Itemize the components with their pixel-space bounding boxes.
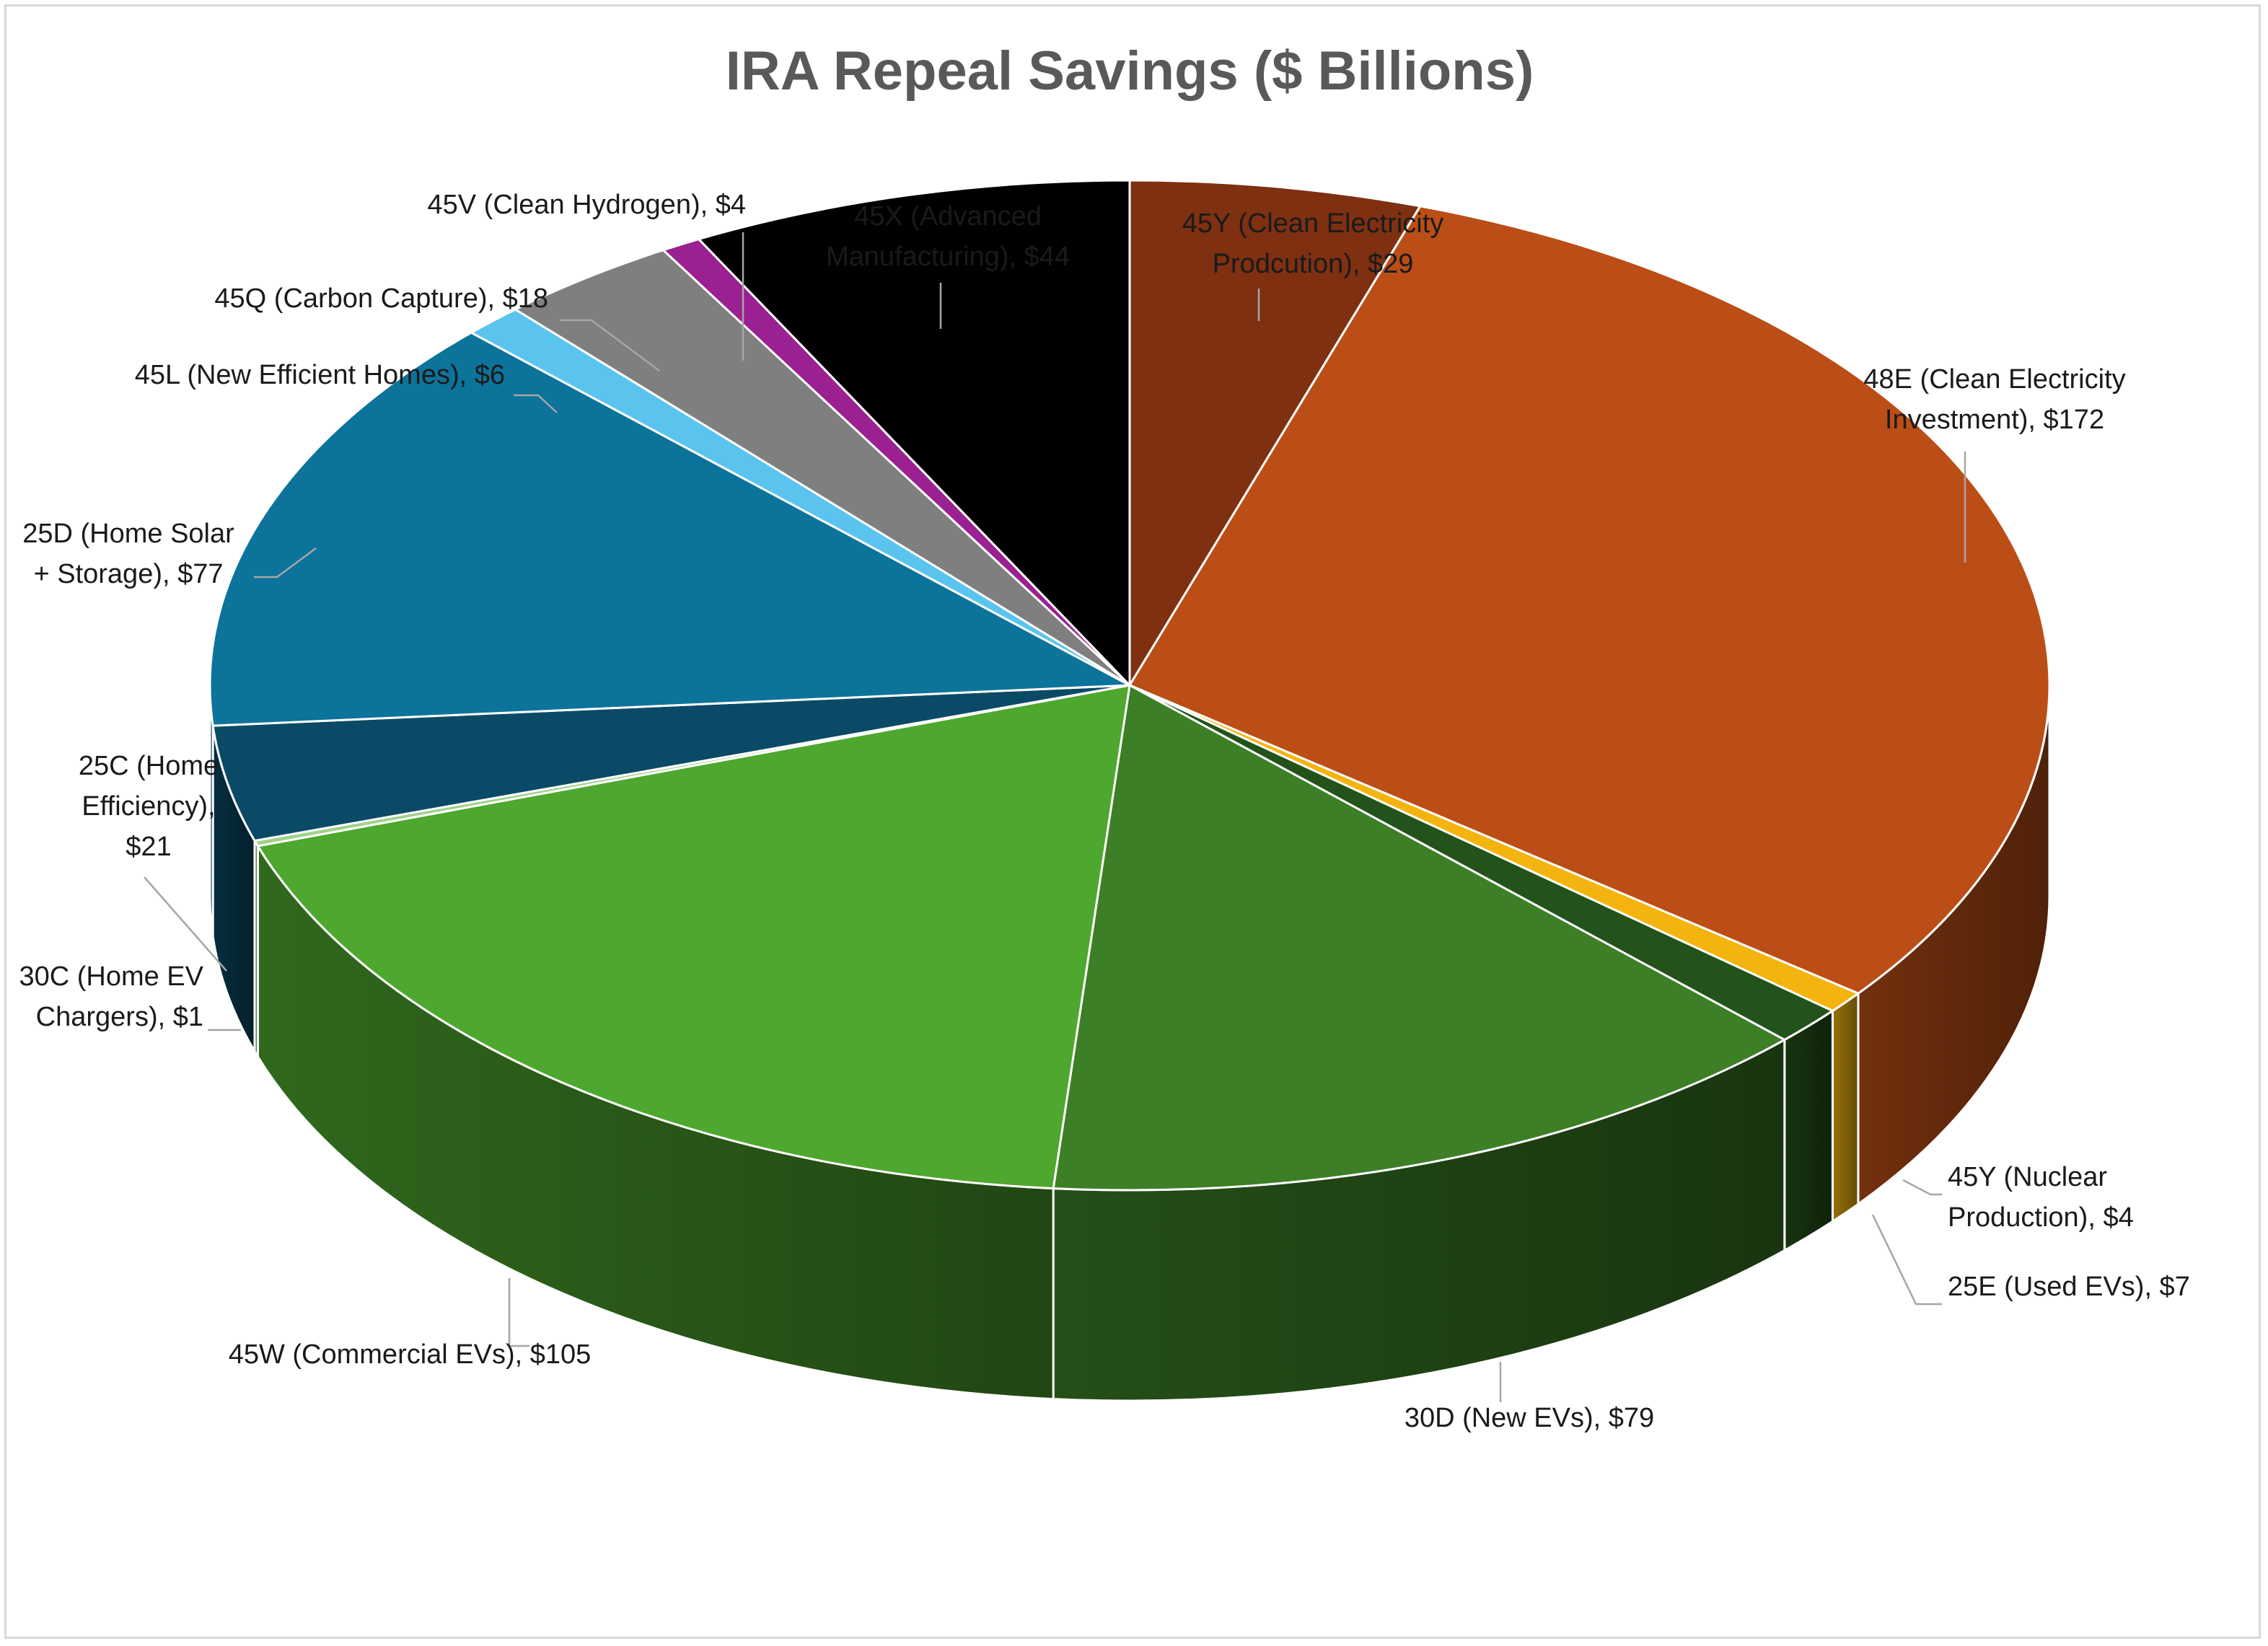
slice-45w-commercial-evs [256, 684, 1131, 1190]
data-label-30d-new-evs: 30D (New EVs), $79 [1405, 1403, 1654, 1433]
leader-line-45y-nuclear-production [1902, 1179, 1942, 1196]
slice-45q-carbon-capture [514, 249, 1131, 687]
slice-labels: 45Y (Clean Electricity Prodcution), $29 48… [19, 190, 2189, 1433]
slice-25c-home-efficiency [211, 684, 1131, 842]
data-label-45v-clean-hydrogen: 45V (Clean Hydrogen), $4 [428, 190, 746, 220]
data-label-45x-advanced-manufacturing: 45X (Advanced Manufacturing), $44 [826, 201, 1070, 272]
leader-line-25c-home-efficiency [144, 876, 227, 972]
data-label-25e-used-evs: 25E (Used EVs), $7 [1948, 1272, 2190, 1302]
side-wall-45y-nuclear-production [1831, 991, 1860, 1224]
leader-line-45l-new-efficient-homes [514, 394, 558, 413]
data-label-25d-home-solar-storage: 25D (Home Solar + Storage), $77 [22, 519, 234, 589]
data-label-25c-home-efficiency: 25C (Home Efficiency), $21 [79, 751, 219, 862]
leader-line-45w-commercial-evs [508, 1278, 529, 1347]
leader-line-25e-used-evs [1871, 1214, 1942, 1306]
data-label-30c-home-ev-chargers: 30C (Home EV Chargers), $1 [19, 961, 203, 1032]
side-wall-25e-used-evs [1783, 1008, 1834, 1253]
slice-30d-new-evs [1052, 684, 1786, 1192]
leader-line-45q-carbon-capture [560, 319, 660, 372]
pie-top-faces [208, 179, 2051, 1192]
slice-48e-clean-electricity-investment [1128, 205, 2051, 995]
chart-title: IRA Repeal Savings ($ Billions) [726, 40, 1534, 102]
slice-45x-advanced-manufacturing [698, 179, 1131, 687]
data-label-45w-commercial-evs: 45W (Commercial EVs), $105 [229, 1339, 592, 1370]
data-label-45y-nuclear-production: 45Y (Nuclear Production), $4 [1948, 1162, 2134, 1233]
slice-25d-home-solar-storage [208, 331, 1131, 727]
pie-side-walls [208, 685, 2051, 1402]
data-label-45y-clean-electricity-prodcution: 45Y (Clean Electricity Prodcution), $29 [1182, 208, 1444, 279]
leader-line-25d-home-solar-storage [254, 547, 317, 578]
data-label-45q-carbon-capture: 45Q (Carbon Capture), $18 [214, 283, 548, 314]
label-leader-lines [144, 232, 1966, 1402]
slice-45y-clean-electricity-prodcution [1128, 179, 1422, 687]
data-label-48e-clean-electricity-investment: 48E (Clean Electricity Investment), $172 [1863, 364, 2125, 435]
data-label-45l-new-efficient-homes: 45L (New Efficient Homes), $6 [135, 360, 505, 390]
